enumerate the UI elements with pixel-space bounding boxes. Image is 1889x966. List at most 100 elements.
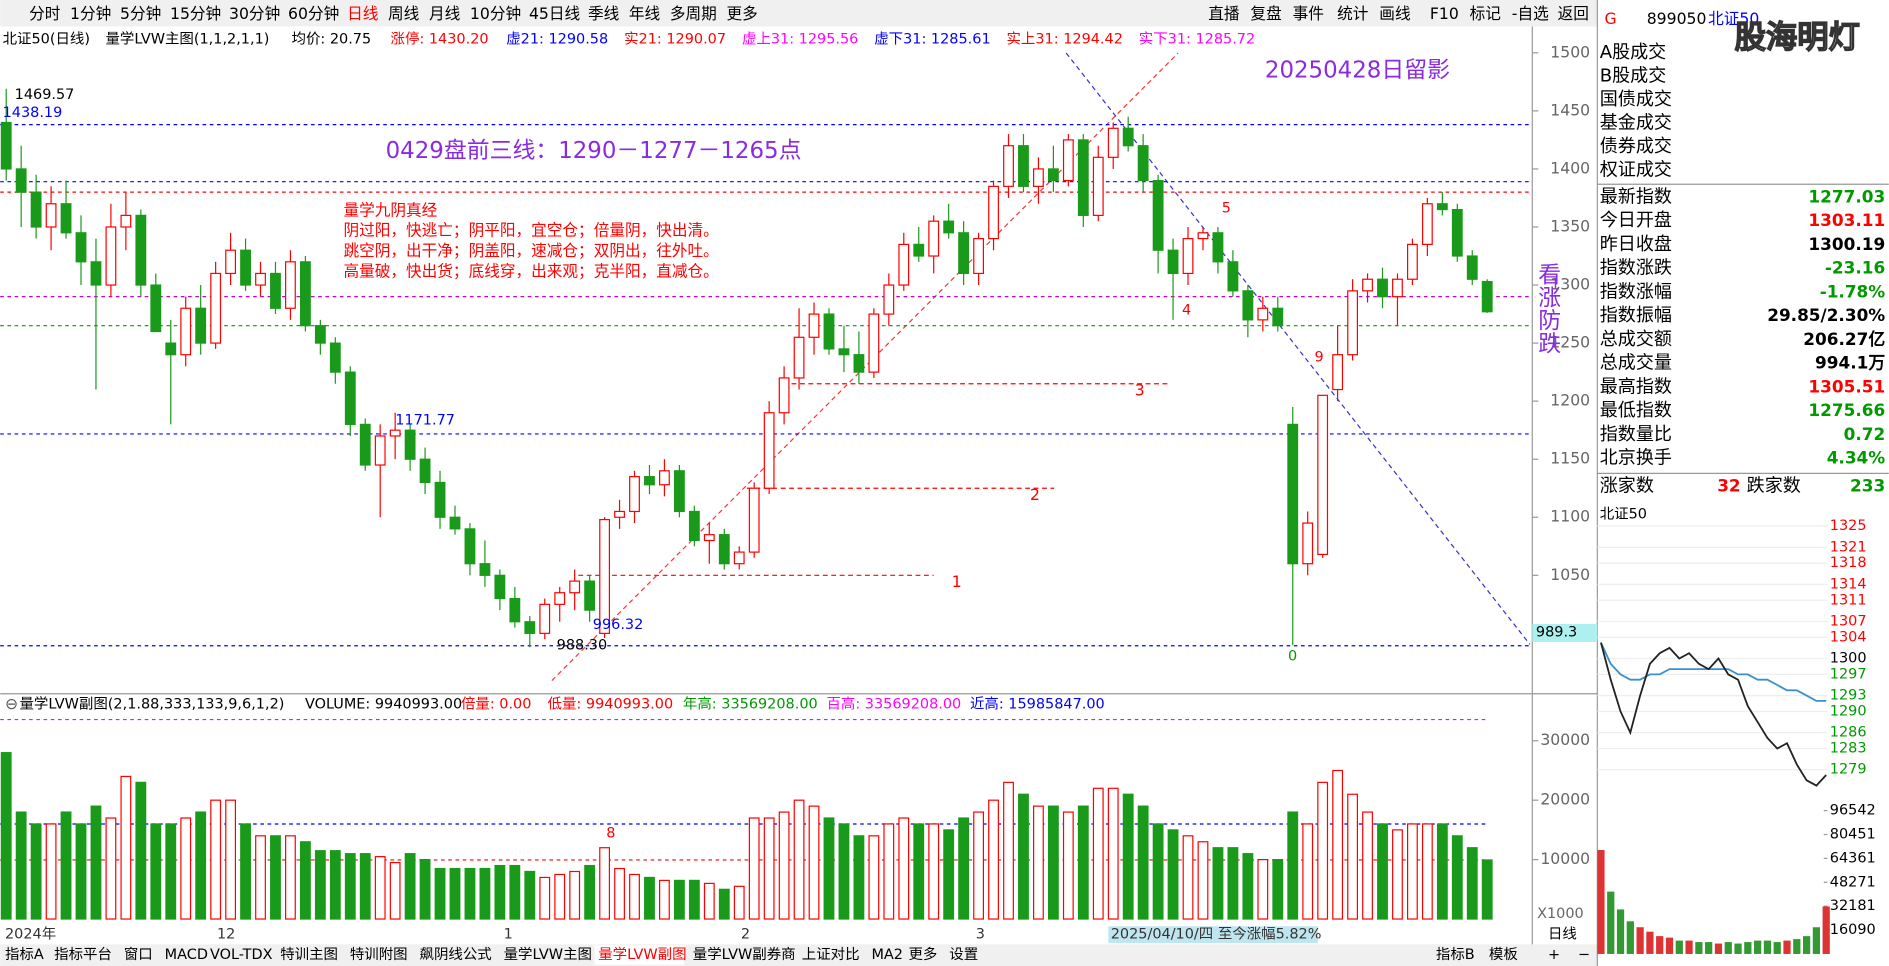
period-tab[interactable]: 日线 (347, 4, 379, 23)
tool-button[interactable]: 标记 (1470, 4, 1502, 23)
tool-button[interactable]: 统计 (1337, 4, 1368, 23)
volume-bar (15, 811, 27, 920)
candle-body (45, 203, 57, 228)
mini-volume-bar (1626, 921, 1634, 954)
mini-title: 北证50 (1600, 505, 1647, 522)
volume-bar (419, 859, 431, 920)
zoom-button[interactable]: + (1548, 947, 1560, 963)
period-tab[interactable]: 周线 (388, 4, 420, 23)
volume-bar (973, 811, 985, 920)
volume-bar (374, 856, 386, 920)
period-tab[interactable]: 多周期 (670, 4, 717, 23)
candle-body (629, 476, 640, 513)
volume-bar (733, 885, 745, 920)
volume-bar (285, 835, 296, 920)
candle-body (688, 510, 700, 542)
period-tab[interactable]: 60分钟 (288, 4, 339, 23)
tool-button[interactable]: 事件 (1293, 4, 1324, 23)
volume-info: 低量: 9940993.00 (548, 696, 674, 713)
bottom-tab[interactable]: 飙阴线公式 (420, 946, 492, 963)
tool-button[interactable]: 返回 (1558, 4, 1589, 23)
bottom-tab[interactable]: 指标平台 (54, 946, 112, 963)
candle-body (464, 528, 476, 565)
period-tab[interactable]: 1分钟 (70, 4, 111, 23)
mini-volume-bar (1607, 891, 1615, 954)
volume-bar (494, 864, 506, 920)
price-label: 1469.57 (15, 87, 75, 103)
tool-button[interactable]: -自选 (1512, 4, 1549, 23)
volume-bar (464, 867, 476, 920)
bottom-tab[interactable]: MACD (165, 947, 208, 963)
info-item: 虚上31: 1295.56 (742, 31, 858, 48)
stat-label: 总成交量 (1600, 353, 1672, 374)
info-item: 涨停: 1430.20 (391, 31, 489, 48)
candle-body (793, 336, 805, 379)
market-item[interactable]: A股成交 (1600, 42, 1667, 63)
period-tab[interactable]: 15分钟 (170, 4, 221, 23)
market-item[interactable]: 国债成交 (1600, 89, 1672, 110)
market-item[interactable]: B股成交 (1600, 65, 1667, 86)
bottom-tab[interactable]: VOL-TDX (210, 947, 273, 963)
tool-button[interactable]: F10 (1430, 4, 1459, 23)
period-tab[interactable]: 45日线 (529, 4, 581, 23)
wave-mark: 4 (1182, 303, 1191, 319)
candle-body (988, 185, 999, 240)
stat-label: 今日开盘 (1600, 210, 1672, 231)
bottom-bar (0, 944, 1598, 966)
stat-value: 994.1万 (1815, 353, 1885, 373)
y-tick-label: 1450 (1550, 100, 1590, 119)
volume-bar (958, 817, 970, 920)
bottom-tab[interactable]: 量学LVW主图 (504, 946, 592, 963)
period-tab[interactable]: 季线 (588, 4, 620, 23)
market-item[interactable]: 权证成交 (1600, 159, 1672, 180)
market-item[interactable]: 基金成交 (1600, 112, 1672, 133)
period-tab[interactable]: 月线 (429, 4, 461, 23)
mini-tick-label: 1321 (1830, 539, 1867, 555)
tool-button[interactable]: 复盘 (1250, 4, 1281, 23)
volume-bar (225, 799, 237, 920)
chart-subtitle: 0429盘前三线：1290－1277－1265点 (386, 138, 802, 164)
zoom-button[interactable]: − (1578, 947, 1590, 963)
stat-value: -23.16 (1825, 258, 1885, 278)
stat-value: 29.85/2.30% (1767, 305, 1885, 325)
bottom-tab[interactable]: 设置 (949, 946, 978, 963)
bottom-tab[interactable]: 模板 (1489, 945, 1518, 963)
candle-body (404, 429, 416, 460)
bottom-tab[interactable]: 指标B (1436, 946, 1475, 963)
volume-bar (569, 870, 581, 920)
volume-bar (1167, 829, 1179, 920)
period-tab[interactable]: 30分钟 (229, 4, 280, 23)
bottom-tab[interactable]: 窗口 (124, 945, 153, 963)
tool-button[interactable]: 画线 (1379, 4, 1411, 23)
mini-volume-bar (1783, 940, 1791, 954)
bottom-tab[interactable]: 特训附图 (350, 946, 408, 963)
y-tick-label: 30000 (1540, 730, 1590, 749)
bottom-tab[interactable]: 更多 (908, 946, 937, 963)
period-tab[interactable]: 更多 (726, 4, 757, 23)
mini-tick-label: 1311 (1830, 592, 1867, 608)
bottom-tab[interactable]: 上证对比 (802, 946, 860, 963)
candle-body (554, 592, 566, 605)
bottom-tab[interactable]: 量学LVW副图 (598, 946, 686, 963)
period-tab[interactable]: 分时 (29, 4, 61, 23)
candle-body (1152, 179, 1164, 251)
bottom-tab[interactable]: 指标A (5, 946, 44, 963)
period-tab[interactable]: 年线 (629, 4, 661, 23)
mini-vtick-label: 32181 (1830, 898, 1876, 914)
candle-body (644, 476, 655, 486)
bottom-tab[interactable]: 特训主图 (280, 946, 338, 963)
bottom-tab[interactable]: MA2 (871, 947, 903, 963)
candle-body (494, 574, 506, 600)
candle-body (195, 307, 207, 344)
period-tab[interactable]: 10分钟 (470, 4, 521, 23)
period-tab[interactable]: 5分钟 (120, 4, 161, 23)
mini-volume-bar (1724, 942, 1732, 954)
volume-bar (673, 879, 685, 920)
bottom-tab[interactable]: 量学LVW副券商 (693, 946, 796, 963)
volume-bar (853, 835, 865, 920)
market-item[interactable]: 债券成交 (1600, 136, 1672, 157)
info-item: 虚21: 1290.58 (506, 31, 608, 48)
tool-button[interactable]: 直播 (1208, 4, 1240, 23)
